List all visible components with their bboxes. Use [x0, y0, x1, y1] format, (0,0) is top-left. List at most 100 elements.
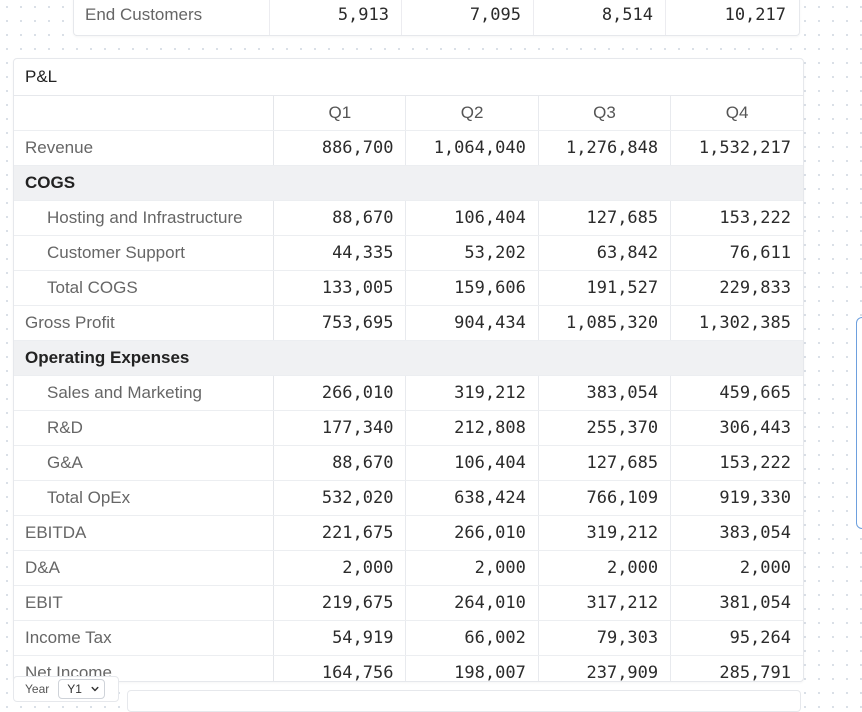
- cell-q2: 1,064,040: [405, 130, 539, 166]
- cell-q2: 264,010: [405, 585, 539, 621]
- chevron-down-icon: [91, 686, 99, 692]
- cell-q1: 164,756: [273, 655, 407, 681]
- table-row: Revenue 886,700 1,064,040 1,276,848 1,532,21…: [14, 130, 803, 166]
- table-row: EBITDA 221,675 266,010 319,212 383,054: [14, 515, 803, 551]
- year-select-value: Y1: [67, 682, 82, 696]
- cell-q2: 53,202: [405, 235, 539, 271]
- cell-q3: 127,685: [538, 200, 672, 236]
- side-panel-edge: [856, 317, 862, 529]
- column-header-q2: Q2: [405, 96, 539, 131]
- header-row: Q1 Q2 Q3 Q4: [14, 96, 803, 131]
- column-header-q1: Q1: [273, 96, 407, 131]
- cell-q1: 88,670: [273, 445, 407, 481]
- cell-q2: 638,424: [405, 480, 539, 516]
- customers-table-card: End Customers 5,913 7,095 8,514 10,217: [73, 0, 800, 36]
- table-row: EBIT 219,675 264,010 317,212 381,054: [14, 585, 803, 621]
- row-label: Sales and Marketing: [14, 375, 275, 411]
- cell-q2: 266,010: [405, 515, 539, 551]
- cell-q4: 76,611: [670, 235, 803, 271]
- cell-q2: 198,007: [405, 655, 539, 681]
- row-label: Customer Support: [14, 235, 275, 271]
- row-label: End Customers: [74, 0, 270, 35]
- row-label: Revenue: [14, 130, 275, 166]
- table-row: Sales and Marketing 266,010 319,212 383,054…: [14, 375, 803, 411]
- row-label: Hosting and Infrastructure: [14, 200, 275, 236]
- table-row: Net Income 164,756 198,007 237,909 285,791: [14, 655, 803, 681]
- cell-q4: 153,222: [670, 200, 803, 236]
- cell-q2: 319,212: [405, 375, 539, 411]
- table-row: D&A 2,000 2,000 2,000 2,000: [14, 550, 803, 586]
- cell-q3: 2,000: [538, 550, 672, 586]
- cell-q3: 1,276,848: [538, 130, 672, 166]
- cell-q3: 63,842: [538, 235, 672, 271]
- cell-q1: 266,010: [273, 375, 407, 411]
- cell-q2: 2,000: [405, 550, 539, 586]
- table-row: Gross Profit 753,695 904,434 1,085,320 1,302…: [14, 305, 803, 341]
- cell-q1: 2,000: [273, 550, 407, 586]
- column-header-q4: Q4: [670, 96, 803, 131]
- cell-q1: 532,020: [273, 480, 407, 516]
- section-label: COGS: [14, 165, 803, 201]
- cell-q1: 88,670: [273, 200, 407, 236]
- section-row: Operating Expenses: [14, 340, 803, 376]
- cell-q1: 5,913: [270, 0, 402, 35]
- cell-q1: 886,700: [273, 130, 407, 166]
- cell-q3: 8,514: [534, 0, 666, 35]
- cell-q3: 766,109: [538, 480, 672, 516]
- table-row: End Customers 5,913 7,095 8,514 10,217: [74, 0, 799, 35]
- cell-q1: 221,675: [273, 515, 407, 551]
- cell-q4: 1,532,217: [670, 130, 803, 166]
- pl-table: Q1 Q2 Q3 Q4 Revenue 886,700 1,064,040 1,276…: [14, 96, 803, 681]
- table-row: G&A 88,670 106,404 127,685 153,222: [14, 445, 803, 481]
- cell-q4: 285,791: [670, 655, 803, 681]
- cell-q3: 1,085,320: [538, 305, 672, 341]
- table-row: R&D 177,340 212,808 255,370 306,443: [14, 410, 803, 446]
- year-select[interactable]: Y1: [58, 679, 106, 699]
- cell-q3: 79,303: [538, 620, 672, 656]
- table-row: Customer Support 44,335 53,202 63,842 76,611: [14, 235, 803, 271]
- row-label: R&D: [14, 410, 275, 446]
- column-header-q3: Q3: [538, 96, 672, 131]
- cell-q3: 127,685: [538, 445, 672, 481]
- cell-q3: 319,212: [538, 515, 672, 551]
- cell-q1: 177,340: [273, 410, 407, 446]
- section-row: COGS: [14, 165, 803, 201]
- cell-q4: 10,217: [724, 4, 786, 25]
- cell-q1: 44,335: [273, 235, 407, 271]
- cell-q1: 219,675: [273, 585, 407, 621]
- cell-q4: 153,222: [670, 445, 803, 481]
- cell-q2: 904,434: [405, 305, 539, 341]
- pl-card: P&L Q1 Q2 Q3 Q4 Revenue 886,700 1,064,040 1…: [13, 58, 804, 682]
- cell-q4: 1,302,385: [670, 305, 803, 341]
- cell-q4: 229,833: [670, 270, 803, 306]
- row-label: D&A: [14, 550, 275, 586]
- header-empty-cell: [14, 96, 275, 131]
- cell-q2: 7,095: [402, 0, 534, 35]
- cell-q3: 191,527: [538, 270, 672, 306]
- cell-q4: 459,665: [670, 375, 803, 411]
- cell-q2: 159,606: [405, 270, 539, 306]
- row-label: EBIT: [14, 585, 275, 621]
- row-label: Gross Profit: [14, 305, 275, 341]
- table-row: Total COGS 133,005 159,606 191,527 229,833: [14, 270, 803, 306]
- row-label: G&A: [14, 445, 275, 481]
- cell-q4: 306,443: [670, 410, 803, 446]
- year-label: Year: [25, 682, 50, 696]
- cell-q3: 237,909: [538, 655, 672, 681]
- table-row: Hosting and Infrastructure 88,670 106,404 1…: [14, 200, 803, 236]
- cell-q3: 255,370: [538, 410, 672, 446]
- cell-q4: 95,264: [670, 620, 803, 656]
- year-control: Year Y1: [13, 676, 119, 702]
- next-card-edge: [127, 690, 801, 712]
- cell-q1: 54,919: [273, 620, 407, 656]
- row-label: Income Tax: [14, 620, 275, 656]
- cell-q2: 66,002: [405, 620, 539, 656]
- cell-q3: 383,054: [538, 375, 672, 411]
- cell-q4: 2,000: [670, 550, 803, 586]
- cell-q2: 106,404: [405, 445, 539, 481]
- section-label: Operating Expenses: [14, 340, 803, 376]
- cell-q3: 317,212: [538, 585, 672, 621]
- table-row: Total OpEx 532,020 638,424 766,109 919,330: [14, 480, 803, 516]
- cell-q2: 106,404: [405, 200, 539, 236]
- cell-q4: 381,054: [670, 585, 803, 621]
